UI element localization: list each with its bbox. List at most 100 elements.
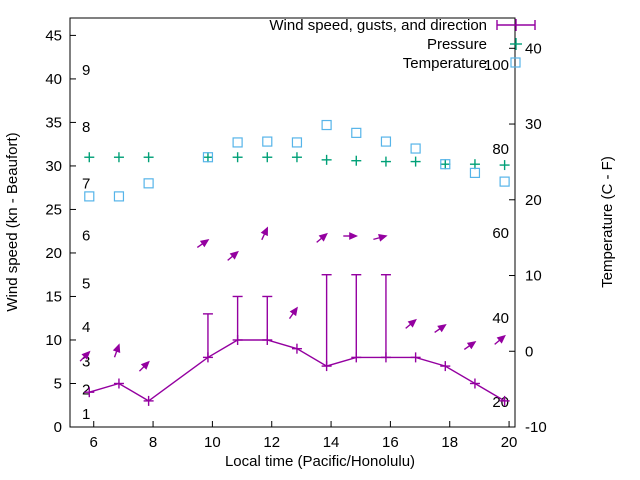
wind-direction-arrow [288,306,298,320]
beaufort-label: 1 [82,406,90,423]
wind-direction-arrow [196,239,210,249]
pressure-marker [113,152,124,163]
wind-direction-arrow [463,341,477,351]
y2-tick-label: 40 [525,40,542,57]
chart-legend: Wind speed, gusts, and direction Pressur… [269,17,536,72]
wind-direction-arrow [373,234,388,242]
temperature-marker [232,137,243,148]
x-tick-label: 10 [204,434,221,451]
pressure-marker [380,156,391,167]
pressure-marker [84,152,95,163]
y2-tick-label: -10 [525,419,547,436]
y-tick-label: 20 [45,245,62,262]
y2-axis-ticks: -10 0 10 20 30 40 [509,40,547,436]
y-tick-label: 40 [45,71,62,88]
y-tick-label: 45 [45,27,62,44]
fahrenheit-scale-labels: 20 40 60 80 100 [484,57,509,411]
wind-speed-line [89,339,505,402]
x-tick-label: 20 [501,434,518,451]
fahrenheit-label: 80 [492,141,509,158]
y-tick-label: 25 [45,201,62,218]
wind-direction-arrows [79,226,506,372]
wind-direction-arrow [260,226,269,241]
legend-marker-pressure [510,38,522,50]
temperature-marker [440,159,451,170]
x-tick-label: 14 [323,434,340,451]
pressure-marker [351,155,362,166]
beaufort-label: 9 [82,62,90,79]
temperature-series [84,119,510,202]
y-tick-label: 30 [45,158,62,175]
wind-direction-arrow [405,318,417,329]
pressure-marker [469,159,480,170]
x-axis-title: Local time (Pacific/Honolulu) [225,453,415,470]
beaufort-label: 6 [82,228,90,245]
legend-label-wind: Wind speed, gusts, and direction [269,17,487,34]
beaufort-label: 5 [82,275,90,292]
y-tick-label: 0 [54,419,62,436]
x-tick-label: 8 [149,434,157,451]
beaufort-label: 8 [82,119,90,136]
wind-direction-arrow [343,232,359,240]
pressure-marker [291,152,302,163]
beaufort-label: 4 [82,319,90,336]
wind-direction-arrow [112,343,121,358]
x-tick-label: 16 [382,434,399,451]
pressure-series [84,152,510,171]
wind-direction-arrow [138,360,150,372]
temperature-marker [321,119,332,131]
temperature-marker [291,137,303,148]
wind-direction-arrow [434,324,447,334]
x-tick-label: 18 [441,434,458,451]
x-tick-label: 12 [263,434,280,451]
pressure-marker [262,152,273,163]
fahrenheit-label: 40 [492,310,509,327]
legend-label-temperature: Temperature [403,55,487,72]
fahrenheit-label: 20 [492,394,509,411]
pressure-marker [321,154,332,165]
y2-tick-label: 30 [525,116,542,133]
beaufort-label: 3 [82,354,90,371]
temperature-marker [262,136,273,147]
temperature-marker [499,176,510,187]
pressure-marker [202,152,213,163]
y2-axis-title: Temperature (C - F) [599,156,616,288]
temperature-marker [410,143,421,154]
beaufort-label: 7 [82,175,90,192]
wind-direction-arrow [316,232,328,243]
legend-marker-temperature [510,57,521,68]
pressure-marker [143,152,154,163]
plot-frame [69,17,516,428]
fahrenheit-label: 100 [484,57,509,74]
pressure-marker [499,160,510,171]
x-tick-label: 6 [90,434,98,451]
legend-marker-wind [496,19,536,31]
pressure-marker [410,156,421,167]
temperature-marker [351,127,362,138]
y-tick-label: 15 [45,288,62,305]
fahrenheit-label: 60 [492,225,509,242]
wind-direction-arrow [227,250,239,261]
y2-tick-label: 0 [525,343,533,360]
wind-direction-arrow [79,350,91,362]
y-tick-label: 35 [45,114,62,131]
temperature-marker [380,136,392,147]
pressure-marker [232,152,243,163]
temperature-marker [84,191,95,202]
wind-direction-arrow [494,334,506,345]
temperature-marker [143,178,154,189]
x-axis-ticks: 6 8 10 12 14 16 18 20 [90,421,518,451]
y-axis-title: Wind speed (kn - Beaufort) [4,132,21,311]
pressure-marker [440,159,451,170]
legend-label-pressure: Pressure [427,36,487,53]
y-axis-ticks: 0 5 10 15 20 25 30 35 40 45 [45,27,76,436]
beaufort-label: 2 [82,382,90,399]
temperature-marker [113,191,125,202]
temperature-marker [469,167,481,178]
wind-speed-series [84,274,510,406]
temperature-marker [202,152,214,163]
y2-tick-label: 20 [525,192,542,209]
y-tick-label: 10 [45,332,62,349]
